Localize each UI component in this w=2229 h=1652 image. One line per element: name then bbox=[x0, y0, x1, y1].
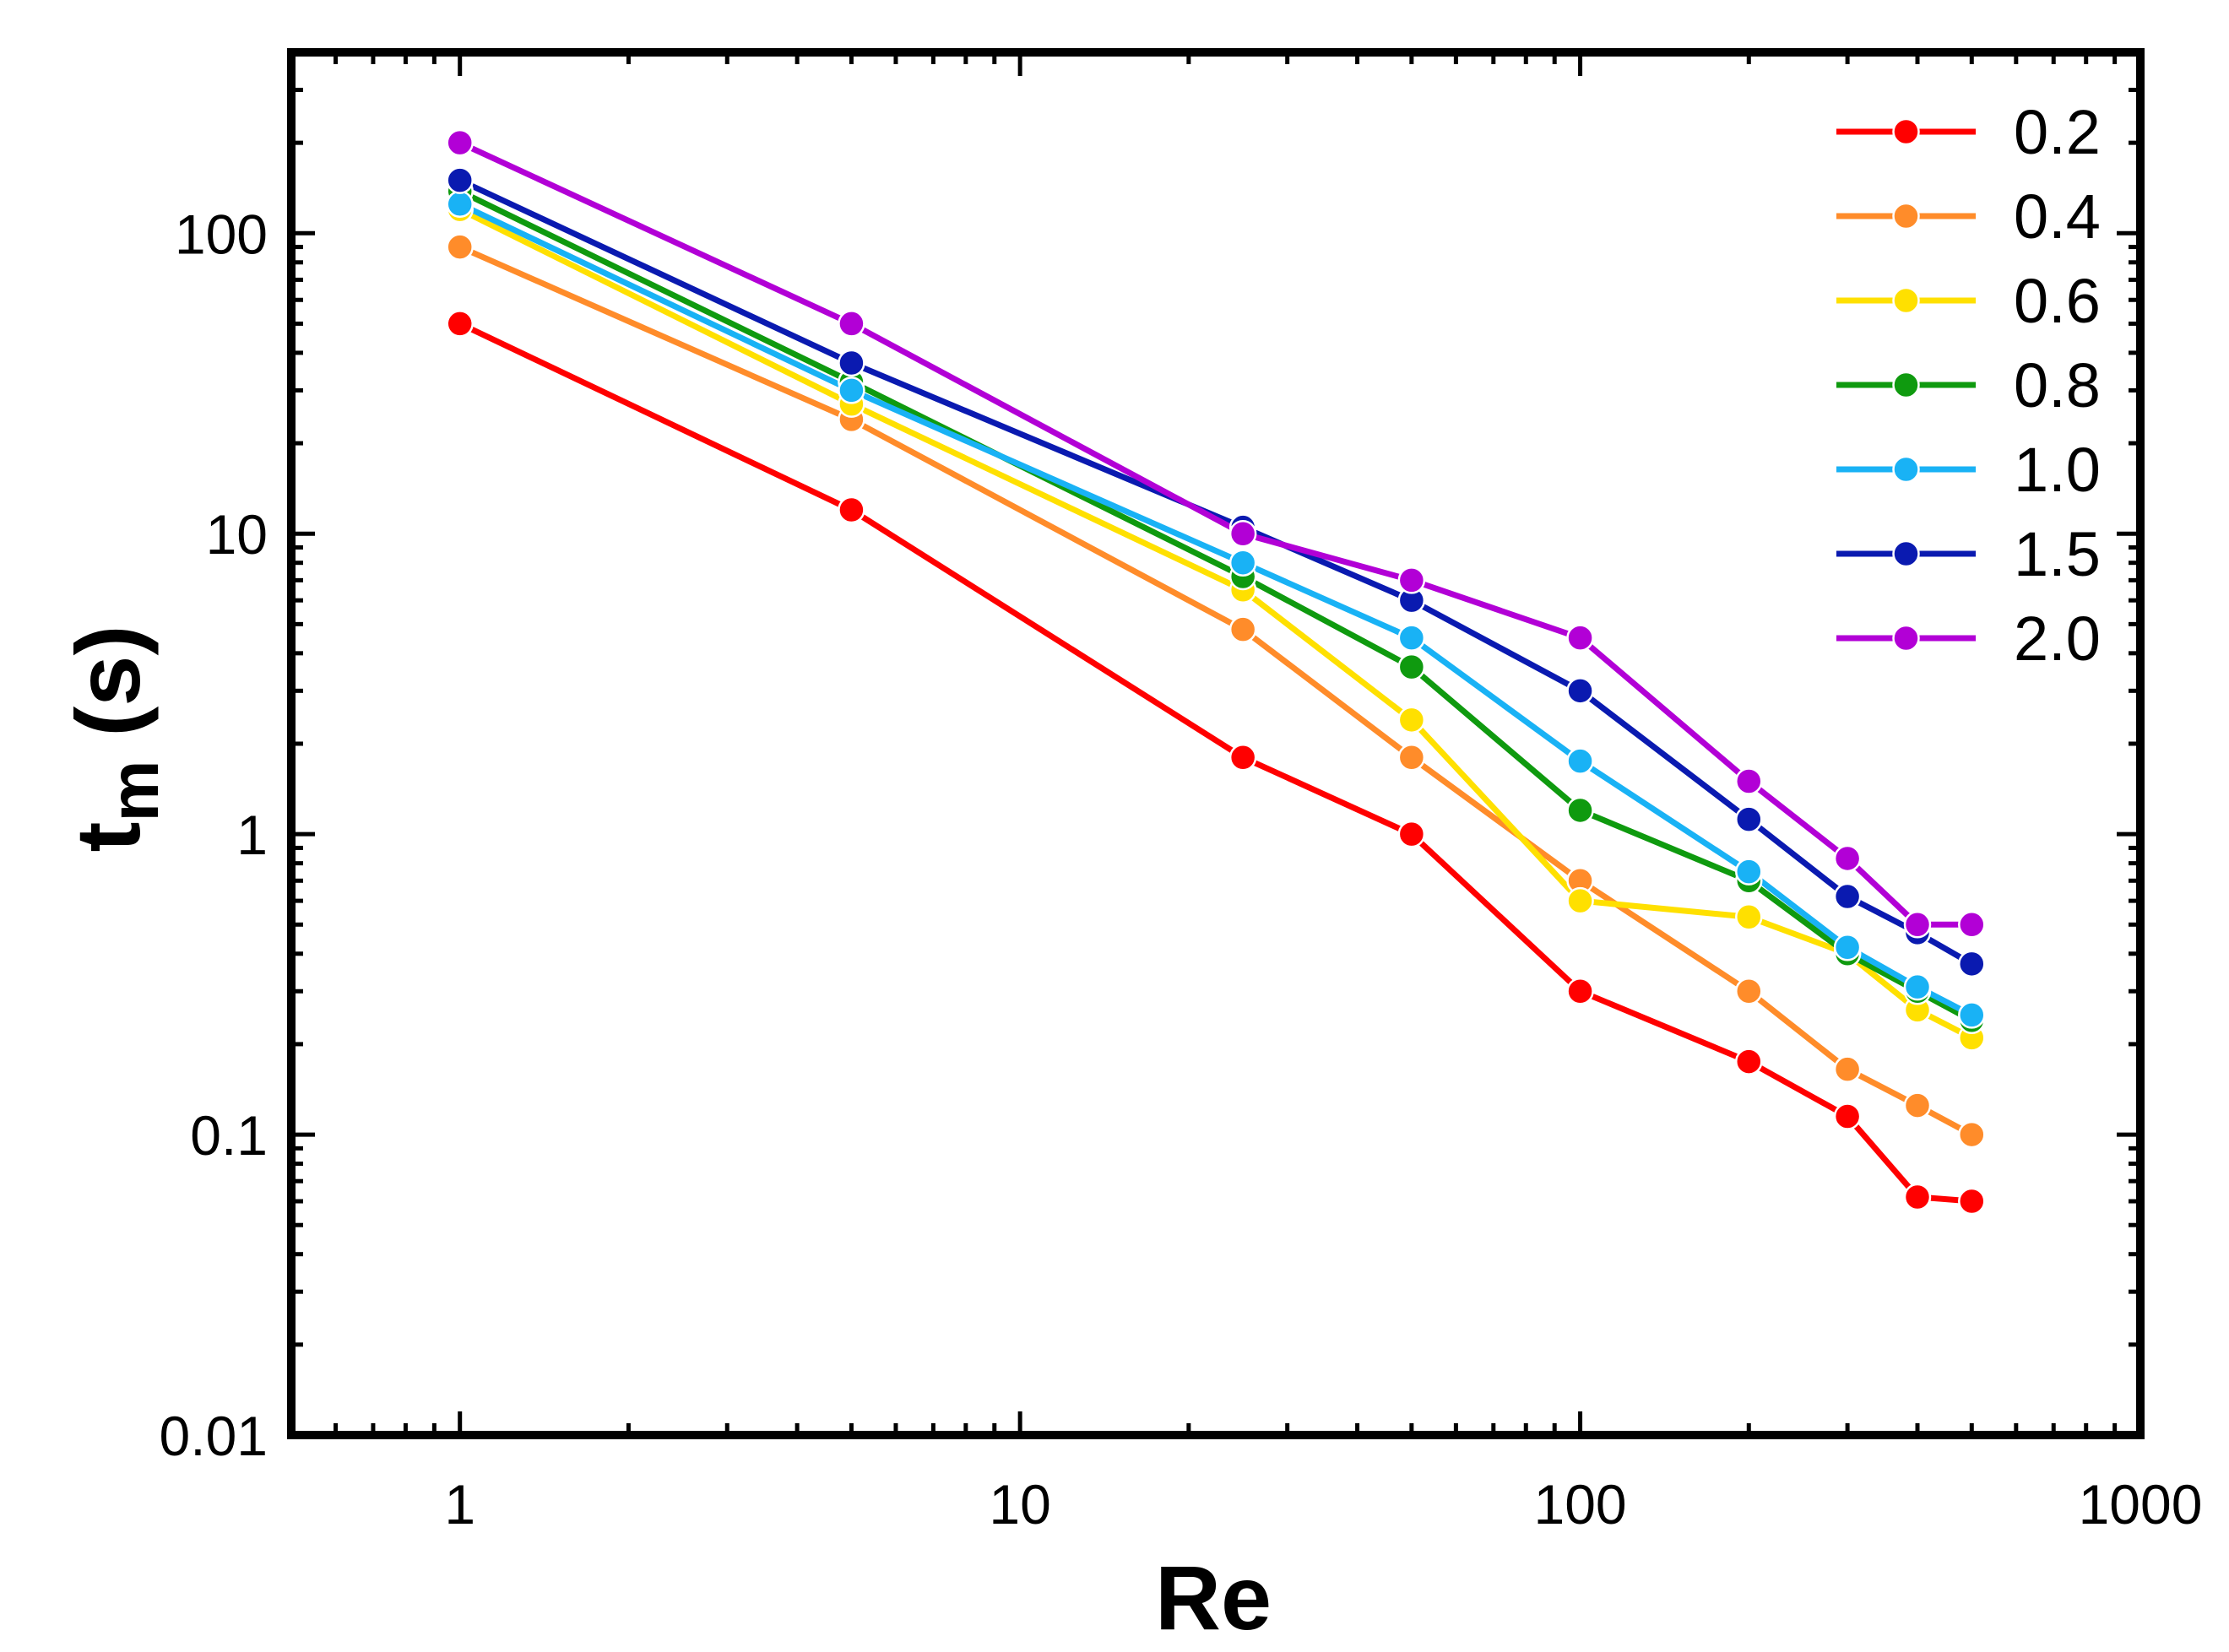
data-point-2.0 bbox=[1735, 767, 1763, 795]
y-axis-title-unit: (s) bbox=[57, 626, 159, 737]
data-point-1.0 bbox=[1903, 972, 1932, 1001]
data-point-0.2 bbox=[1903, 1183, 1932, 1211]
data-point-2.0 bbox=[1566, 624, 1594, 652]
data-point-1.5 bbox=[1958, 950, 1986, 978]
data-point-2.0 bbox=[1958, 911, 1986, 939]
svg-text:tm(s): tm (s) bbox=[57, 626, 173, 853]
data-point-1.0 bbox=[1958, 1001, 1986, 1029]
data-point-2.0 bbox=[1228, 519, 1257, 548]
y-axis-title: tm (s) bbox=[57, 626, 173, 853]
data-point-2.0 bbox=[1397, 566, 1426, 594]
data-point-2.0 bbox=[838, 310, 865, 338]
data-point-1.0 bbox=[446, 190, 474, 219]
series-markers bbox=[446, 128, 1986, 1216]
x-tick-label: 10 bbox=[989, 1473, 1050, 1536]
legend-marker-1.0 bbox=[1892, 455, 1920, 484]
y-tick-label: 100 bbox=[175, 203, 268, 265]
data-point-1.5 bbox=[1833, 882, 1862, 911]
data-point-1.0 bbox=[1228, 549, 1257, 577]
data-point-2.0 bbox=[1903, 911, 1932, 939]
data-point-2.0 bbox=[446, 128, 474, 157]
x-tick-label: 1 bbox=[444, 1473, 475, 1536]
data-point-1.5 bbox=[446, 166, 474, 194]
data-point-0.2 bbox=[446, 310, 474, 338]
legend-marker-0.4 bbox=[1892, 202, 1920, 230]
data-point-1.0 bbox=[1566, 747, 1594, 775]
data-point-0.2 bbox=[1228, 744, 1257, 772]
y-tick-label: 0.01 bbox=[160, 1405, 268, 1467]
series-line-1.5 bbox=[458, 177, 1974, 967]
y-tick-labels: 0.01 0.1 1 10 100 bbox=[160, 203, 268, 1467]
x-axis-title: Re bbox=[1155, 1546, 1272, 1649]
data-point-0.4 bbox=[1397, 744, 1426, 772]
data-point-0.4 bbox=[1735, 978, 1763, 1005]
data-point-0.4 bbox=[1833, 1055, 1862, 1083]
data-point-1.0 bbox=[1397, 624, 1426, 652]
data-point-0.4 bbox=[446, 233, 474, 261]
legend-marker-0.2 bbox=[1892, 117, 1920, 146]
data-point-0.4 bbox=[1958, 1120, 1986, 1149]
data-point-0.2 bbox=[838, 496, 865, 524]
y-tick-label: 10 bbox=[206, 503, 268, 566]
data-point-0.2 bbox=[1735, 1048, 1763, 1075]
legend-label-0.8: 0.8 bbox=[2014, 350, 2101, 420]
data-point-0.4 bbox=[1903, 1091, 1932, 1119]
data-point-1.0 bbox=[1735, 858, 1763, 886]
data-point-0.6 bbox=[1735, 903, 1763, 931]
data-point-1.0 bbox=[838, 376, 865, 404]
major-ticks bbox=[291, 52, 2140, 1435]
data-point-0.6 bbox=[1566, 886, 1594, 915]
y-axis-title-subscript: m bbox=[96, 761, 173, 822]
y-tick-label: 1 bbox=[236, 804, 268, 866]
y-tick-label: 0.1 bbox=[190, 1104, 268, 1167]
data-point-0.2 bbox=[1833, 1102, 1862, 1130]
legend-label-0.4: 0.4 bbox=[2014, 181, 2101, 252]
legend-label-2.0: 2.0 bbox=[2014, 604, 2101, 674]
legend-marker-2.0 bbox=[1892, 624, 1920, 653]
legend-label-0.2: 0.2 bbox=[2014, 97, 2101, 167]
series-lines bbox=[458, 139, 1974, 1205]
x-tick-label: 1000 bbox=[2079, 1473, 2203, 1536]
legend: 0.2 0.4 0.6 0.8 1.0 1.5 2.0 bbox=[1836, 97, 2101, 674]
y-axis-title-main: t bbox=[57, 821, 159, 852]
legend-label-1.5: 1.5 bbox=[2014, 519, 2101, 589]
legend-marker-0.8 bbox=[1892, 371, 1920, 399]
data-point-1.0 bbox=[1833, 933, 1862, 961]
data-point-0.4 bbox=[1228, 615, 1257, 643]
data-point-0.2 bbox=[1397, 820, 1426, 848]
data-point-0.8 bbox=[1566, 796, 1594, 825]
data-point-2.0 bbox=[1833, 844, 1862, 873]
x-tick-labels: 1 10 100 1000 bbox=[444, 1473, 2202, 1536]
legend-marker-1.5 bbox=[1892, 539, 1920, 568]
data-point-0.8 bbox=[1397, 653, 1426, 681]
minor-ticks bbox=[291, 52, 2140, 1435]
series-line-0.8 bbox=[458, 188, 1973, 1023]
data-point-0.2 bbox=[1958, 1187, 1986, 1216]
legend-label-0.6: 0.6 bbox=[2014, 266, 2101, 336]
legend-label-1.0: 1.0 bbox=[2014, 435, 2101, 505]
data-point-1.5 bbox=[838, 349, 865, 377]
data-point-1.5 bbox=[1735, 805, 1763, 833]
data-point-0.2 bbox=[1566, 978, 1594, 1005]
x-tick-label: 100 bbox=[1534, 1473, 1627, 1536]
legend-marker-0.6 bbox=[1892, 286, 1920, 315]
data-point-0.6 bbox=[1397, 706, 1426, 734]
data-point-1.5 bbox=[1566, 677, 1594, 705]
